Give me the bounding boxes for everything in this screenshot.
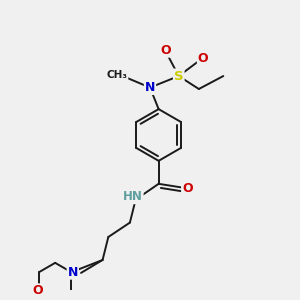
Text: HN: HN [123, 190, 143, 203]
Text: N: N [68, 266, 78, 279]
Text: O: O [160, 44, 171, 57]
Text: O: O [32, 284, 43, 297]
Text: N: N [145, 81, 155, 94]
Text: O: O [198, 52, 208, 65]
Text: CH₃: CH₃ [106, 70, 128, 80]
Text: O: O [182, 182, 193, 195]
Text: S: S [174, 70, 184, 83]
